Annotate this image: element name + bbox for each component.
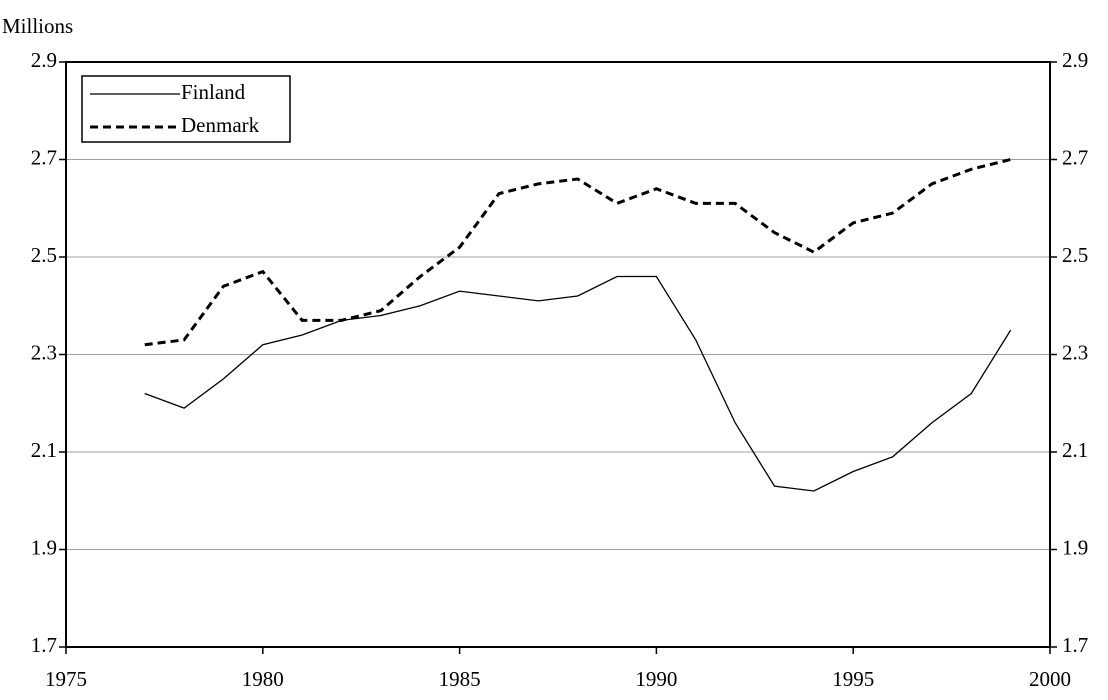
y-tick-label: 2.5 bbox=[31, 243, 57, 267]
x-tick-label: 1975 bbox=[45, 667, 87, 691]
x-tick-label: 1980 bbox=[242, 667, 284, 691]
x-tick-label: 1995 bbox=[832, 667, 874, 691]
y-tick-label: 2.3 bbox=[31, 340, 57, 364]
series-line bbox=[144, 158, 1012, 347]
y2-tick-label: 1.7 bbox=[1062, 633, 1088, 657]
x-tick-label: 1985 bbox=[439, 667, 481, 691]
x-tick-label: 2000 bbox=[1029, 667, 1071, 691]
series-line bbox=[144, 275, 1012, 492]
legend-label: Denmark bbox=[181, 113, 260, 137]
y-tick-label: 2.7 bbox=[31, 145, 57, 169]
y-tick-label: 2.1 bbox=[31, 438, 57, 462]
x-tick-label: 1990 bbox=[635, 667, 677, 691]
y2-tick-label: 2.7 bbox=[1062, 145, 1088, 169]
y2-tick-label: 2.1 bbox=[1062, 438, 1088, 462]
legend-label: Finland bbox=[181, 80, 246, 104]
plot-frame bbox=[65, 61, 1051, 648]
y2-tick-label: 1.9 bbox=[1062, 535, 1088, 559]
y-axis-label: Millions bbox=[2, 14, 73, 38]
legend-box bbox=[81, 75, 291, 143]
y-tick-label: 2.9 bbox=[31, 48, 57, 72]
y-tick-label: 1.9 bbox=[31, 535, 57, 559]
y-tick-label: 1.7 bbox=[31, 633, 57, 657]
y2-tick-label: 2.3 bbox=[1062, 340, 1088, 364]
y2-tick-label: 2.5 bbox=[1062, 243, 1088, 267]
y2-tick-label: 2.9 bbox=[1062, 48, 1088, 72]
